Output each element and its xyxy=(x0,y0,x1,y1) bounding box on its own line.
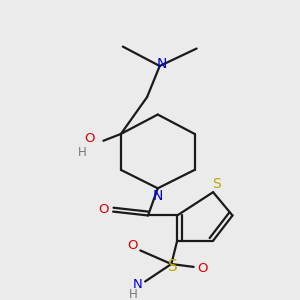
Text: S: S xyxy=(168,260,178,274)
Text: N: N xyxy=(133,278,142,291)
Text: O: O xyxy=(85,132,95,145)
Text: O: O xyxy=(197,262,208,275)
Text: O: O xyxy=(98,203,109,216)
Text: O: O xyxy=(127,239,138,252)
Text: H: H xyxy=(129,288,138,300)
Text: N: N xyxy=(153,189,163,203)
Text: H: H xyxy=(78,146,86,159)
Text: S: S xyxy=(212,177,220,191)
Text: N: N xyxy=(157,57,167,71)
